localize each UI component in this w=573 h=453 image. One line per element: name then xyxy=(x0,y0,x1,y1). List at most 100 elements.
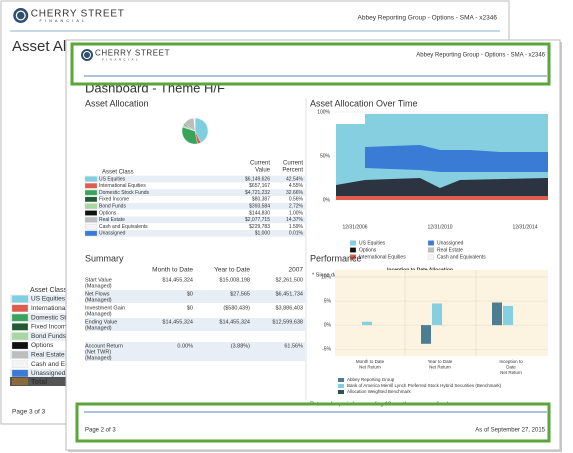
asset-class: Bond Funds xyxy=(99,204,126,210)
legend-swatch xyxy=(84,203,98,209)
legend-label: Cash and Equivalents xyxy=(31,361,95,368)
y-tick-label: 100% xyxy=(317,109,330,115)
legend-swatch xyxy=(11,323,29,331)
bar xyxy=(421,325,431,344)
logo-emblem-inner xyxy=(15,10,26,21)
area-unassigned xyxy=(365,145,548,172)
legend-swatch xyxy=(11,360,29,368)
legend-label: US Equities xyxy=(359,240,386,246)
asset-class: Cash and Equivalents xyxy=(99,224,148,230)
pie-slice xyxy=(181,126,198,145)
x-tick-label: Net Return xyxy=(359,365,381,370)
bar xyxy=(492,302,502,326)
legend-label: Cash and Equivalents xyxy=(437,254,486,260)
current-percent: 0.01% xyxy=(289,231,304,237)
current-value: $2,077,715 xyxy=(245,217,270,223)
cell-value: $3,886,403 xyxy=(275,305,303,311)
legend-swatch xyxy=(84,183,98,189)
current-value: $393,584 xyxy=(249,204,270,210)
x-tick-label: Net Return xyxy=(500,370,522,375)
x-tick-label: Net Return xyxy=(429,365,451,370)
legend-swatch xyxy=(11,295,29,303)
legend-swatch xyxy=(84,217,98,223)
current-percent: 4.55% xyxy=(289,183,304,189)
legend-swatch xyxy=(338,378,344,382)
legend-swatch xyxy=(427,254,435,260)
pie-slice xyxy=(194,117,209,143)
legend-label: Options xyxy=(359,247,377,253)
section-heading: Summary xyxy=(85,253,124,263)
cell-value: $14,455,324 xyxy=(219,319,250,325)
cell-value: $15,008,198 xyxy=(219,277,250,283)
current-value: $1,000 xyxy=(255,231,271,237)
area-options xyxy=(336,178,548,200)
legend-swatch xyxy=(427,247,435,253)
legend-title: Asset Class xyxy=(30,287,67,294)
cell-value: $0 xyxy=(187,291,193,297)
logo-name: CHERRY STREET xyxy=(31,8,125,19)
cell-value: 0.00% xyxy=(177,343,193,349)
page-sheet xyxy=(65,39,561,451)
section-heading: Performance xyxy=(310,253,362,263)
logo-name: CHERRY STREET xyxy=(95,49,170,58)
x-tick-label: 12/31/2006 xyxy=(342,224,367,230)
legend-swatch xyxy=(11,341,29,350)
row-shade xyxy=(10,294,70,304)
column-header: Value xyxy=(255,168,271,174)
section-heading: Asset Allocation Over Time xyxy=(310,98,418,108)
x-tick-label: 12/31/2014 xyxy=(512,224,537,230)
legend-label: US Equities xyxy=(31,296,66,303)
bar xyxy=(362,321,372,326)
area-international xyxy=(336,196,548,200)
row-label: Account Return xyxy=(85,343,123,349)
row-shade xyxy=(10,368,70,378)
legend-swatch xyxy=(11,351,29,359)
asset-class: Fixed Income xyxy=(99,197,129,203)
cell-value: 61.56% xyxy=(284,343,303,349)
legend-swatch xyxy=(338,390,344,394)
header-highlight xyxy=(70,42,551,86)
legend-label: Bank of America Merrill Lynch Preferred … xyxy=(347,383,502,388)
y-tick-label: 0% xyxy=(323,197,331,203)
total-label: Total xyxy=(31,379,47,386)
row-shade xyxy=(85,189,305,196)
x-tick-label: Inception to xyxy=(499,359,523,364)
y-tick-label: 0% xyxy=(324,322,332,328)
asset-class: International Equities xyxy=(99,183,146,189)
column-header: Month to Date xyxy=(152,267,193,274)
column-header: Year to Date xyxy=(214,267,250,274)
logo-tagline: FINANCIAL xyxy=(40,19,88,23)
cell-value: $12,599,638 xyxy=(272,319,303,325)
row-label: (Managed) xyxy=(85,355,112,361)
footer-page: Page 2 of 3 xyxy=(85,428,116,434)
row-label: Net Flows xyxy=(85,291,110,297)
current-percent: 0.56% xyxy=(289,197,304,203)
row-label: (Managed) xyxy=(85,311,112,317)
column-header: Asset Class xyxy=(102,170,134,176)
footer-highlight xyxy=(75,402,551,443)
asset-class: Domestic Stock Funds xyxy=(99,190,150,196)
cell-value: $6,451,734 xyxy=(275,291,303,297)
legend-label: International Equities xyxy=(359,254,406,260)
legend-swatch xyxy=(11,304,29,312)
legend-label: Unassigned xyxy=(31,370,66,377)
column-header: Percent xyxy=(282,168,303,174)
current-value: $4,721,232 xyxy=(245,190,270,196)
asset-class: Options xyxy=(99,210,117,216)
cell-value: (3.88%) xyxy=(231,343,250,349)
row-shade xyxy=(85,202,305,210)
legend-swatch xyxy=(11,332,29,340)
legend-swatch xyxy=(349,240,357,246)
legend-label: Real Estate xyxy=(31,352,65,359)
legend-swatch xyxy=(84,196,98,203)
footer-date: As of September 27, 2015 xyxy=(475,428,545,434)
section-heading: Asset Allocation xyxy=(85,98,149,108)
bar xyxy=(503,305,513,326)
row-label: Start Value xyxy=(85,277,112,283)
legend-label: Unassigned xyxy=(437,240,464,246)
cell-value: $0 xyxy=(187,305,193,311)
current-percent: 1.59% xyxy=(289,224,304,230)
logo-emblem xyxy=(13,8,29,23)
legend-swatch xyxy=(84,230,98,237)
